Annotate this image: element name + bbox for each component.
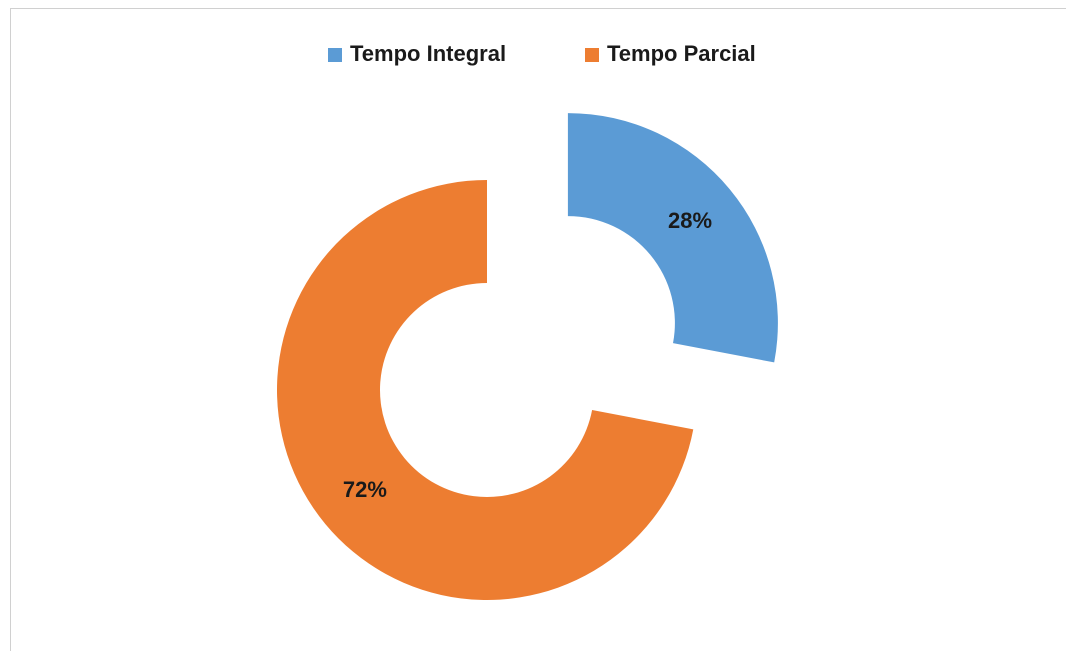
data-label: 28% [668, 208, 712, 233]
data-label: 72% [343, 477, 387, 502]
legend-label: Tempo Integral [350, 41, 506, 66]
legend-swatch [585, 48, 599, 62]
donut-slice [567, 113, 778, 363]
legend-label: Tempo Parcial [607, 41, 756, 66]
donut-slice [277, 180, 694, 601]
legend-swatch [328, 48, 342, 62]
